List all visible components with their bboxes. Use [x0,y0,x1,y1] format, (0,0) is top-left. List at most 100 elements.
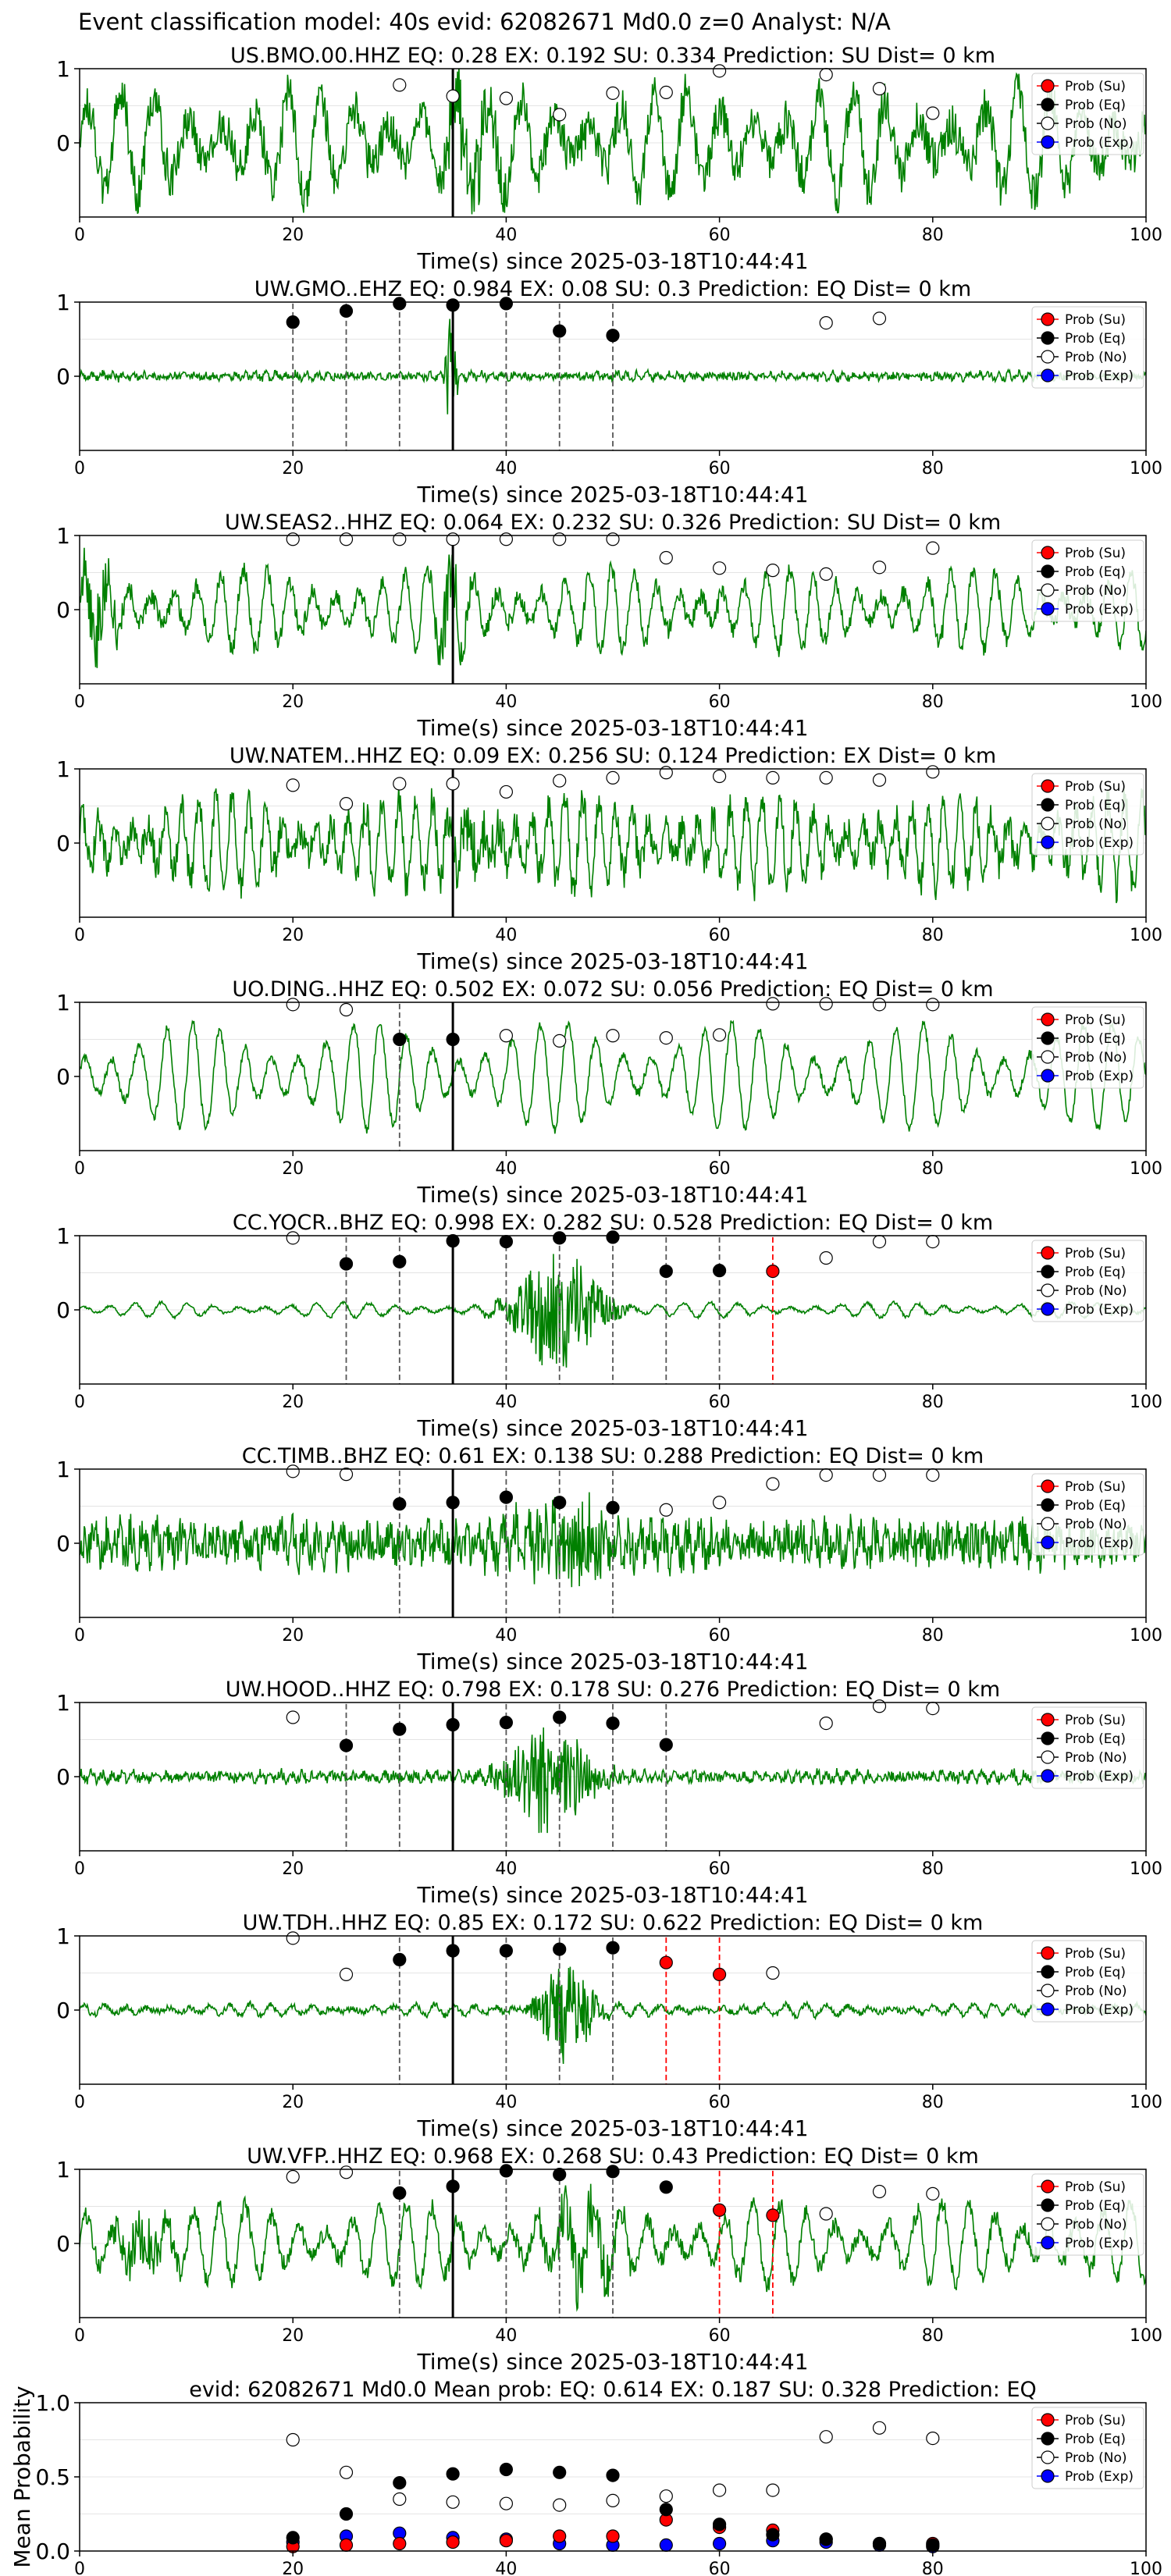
prob-eq-point [339,2507,354,2521]
plot-area [80,1236,1146,1384]
panel-title: US.BMO.00.HHZ EQ: 0.28 EX: 0.192 SU: 0.3… [230,44,995,68]
prob-no-point [766,1477,780,1491]
prob-eq-point [606,2468,620,2482]
prob-no-point [712,1496,727,1510]
legend-marker [1041,1535,1055,1550]
y-tick-label: 0 [56,364,70,390]
prob-eq-point [446,1496,460,1510]
x-tick-label: 0 [74,2560,85,2576]
prob-no-point [819,1251,833,1265]
prob-eq-point [553,2465,567,2479]
x-tick-label: 20 [282,926,304,945]
prob-eq-point [446,1944,460,1958]
legend-label: Prob (Exp) [1065,2002,1134,2018]
plot-area [80,1936,1146,2084]
legend-label: Prob (Eq) [1065,98,1126,113]
prob-no-point [339,797,354,811]
prob-no-point [766,997,780,1011]
legend-label: Prob (No) [1065,350,1127,365]
x-tick-label: 80 [922,1859,944,1879]
x-tick-label: 0 [74,2093,85,2112]
prob-eq-point [286,2531,300,2545]
prob-no-point [339,1468,354,1482]
prob-no-point [659,766,673,780]
x-axis-label: Time(s) since 2025-03-18T10:44:41 [416,2115,808,2141]
y-tick-label: 0 [56,1531,70,1557]
x-tick-label: 40 [495,1159,517,1179]
y-tick-label: 1 [56,1223,70,1249]
prob-eq-point [499,1944,514,1958]
prob-eq-point [393,297,407,311]
prob-no-point [606,532,620,546]
legend-marker [1041,98,1055,112]
prob-eq-point [446,2467,460,2481]
legend-label: Prob (Su) [1065,1012,1126,1028]
x-tick-label: 80 [922,226,944,245]
legend-marker [1041,135,1055,149]
prob-eq-point [393,1254,407,1268]
x-tick-label: 0 [74,692,85,712]
legend-label: Prob (Su) [1065,1713,1126,1728]
x-tick-label: 60 [709,459,731,479]
prob-no-point [926,106,940,120]
prob-eq-point [606,1941,620,1955]
legend-marker [1041,546,1055,560]
prob-eq-point [553,1496,567,1510]
legend-label: Prob (No) [1065,1517,1127,1532]
legend-marker [1041,1750,1055,1764]
x-tick-label: 0 [74,459,85,479]
prob-no-point [819,1468,833,1482]
prob-exp-point [712,2536,727,2551]
x-tick-label: 60 [709,692,731,712]
prob-su-point [606,2529,620,2543]
prob-no-point [819,567,833,582]
y-tick-label: 0.5 [35,2464,70,2490]
legend-marker [1041,1012,1055,1026]
legend-label: Prob (Exp) [1065,1069,1134,1084]
prob-no-point [872,560,887,575]
legend-marker [1041,1498,1055,1512]
x-tick-label: 100 [1130,2326,1162,2346]
prob-eq-point [446,1032,460,1047]
x-tick-label: 80 [922,926,944,945]
prob-exp-point [659,2538,673,2552]
prob-no-point [659,85,673,100]
prob-no-point [926,1702,940,1716]
y-tick-label: 1 [56,56,70,82]
prob-no-point [286,2432,300,2447]
legend-marker [1041,1731,1055,1745]
prob-no-point [659,2489,673,2503]
legend-marker [1041,1302,1055,1316]
legend-marker [1041,1069,1055,1083]
legend-box [1031,539,1144,622]
x-tick-label: 100 [1130,2560,1162,2576]
prob-no-point [499,785,514,799]
prob-eq-point [606,1717,620,1731]
prob-no-point [499,1029,514,1043]
x-tick-label: 80 [922,1393,944,1412]
panel-title: CC.YOCR..BHZ EQ: 0.998 EX: 0.282 SU: 0.5… [233,1211,993,1235]
panel-11: 0 20 40 60 80 100 0.0 0.5 1.0 evid: 62082671 Md0.… [9,2378,1162,2576]
panel-4: 0 20 40 60 80 100 0 1 UW.NATEM..HHZ EQ: 0.09 EX:… [56,744,1162,974]
panel-title: UW.VFP..HHZ EQ: 0.968 EX: 0.268 SU: 0.43… [247,2144,979,2169]
x-tick-label: 0 [74,1393,85,1412]
legend-marker [1041,312,1055,326]
x-tick-label: 0 [74,1159,85,1179]
prob-no-point [339,1967,354,1981]
x-tick-label: 0 [74,1626,85,1646]
y-tick-label: 1.0 [35,2390,70,2416]
prob-no-point [393,532,407,546]
prob-no-point [499,91,514,105]
y-tick-label: 0 [56,831,70,856]
x-tick-label: 60 [709,2093,731,2112]
x-tick-label: 100 [1130,1393,1162,1412]
plot-area [80,535,1146,684]
prob-no-point [766,770,780,785]
prob-su-point [659,1955,673,1969]
prob-no-point [606,86,620,100]
prob-eq-point [659,1264,673,1279]
x-tick-label: 60 [709,1393,731,1412]
prob-eq-point [446,2179,460,2194]
legend-box [1031,773,1144,856]
